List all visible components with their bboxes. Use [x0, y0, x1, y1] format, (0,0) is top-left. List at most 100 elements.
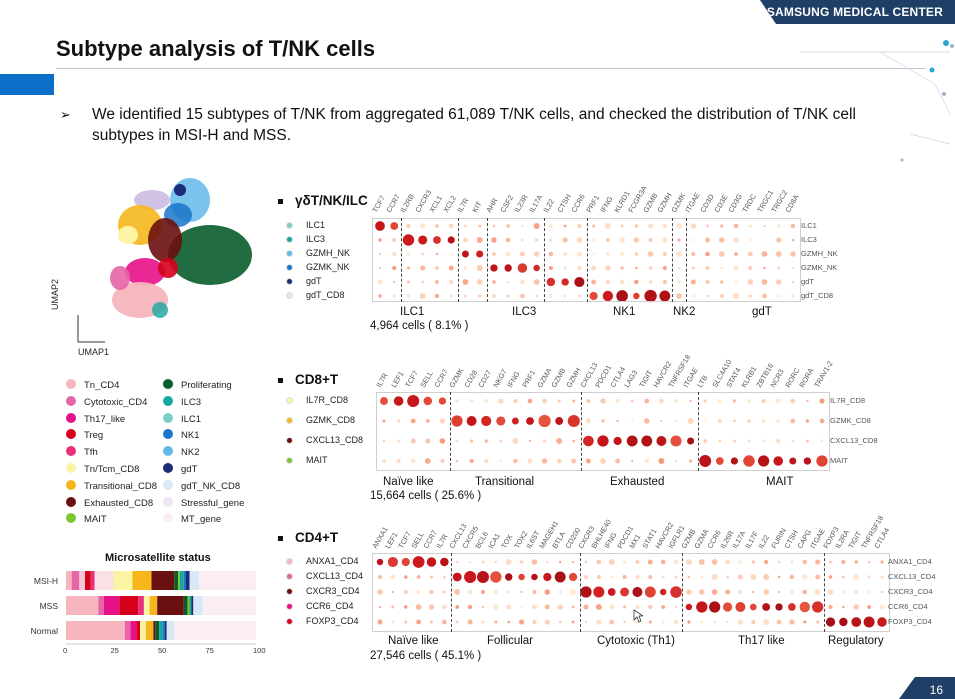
dotplot-dot [533, 223, 540, 229]
dotplot-dot [548, 265, 553, 271]
dotplot-dot [622, 575, 627, 579]
dotplot-dot [563, 224, 567, 228]
panel-title-text: CD8+T [295, 372, 339, 387]
legend-item: MT_gene [163, 513, 221, 525]
dotplot-dot [378, 266, 382, 270]
dotplot-dot [378, 605, 382, 609]
dotplot-dot [578, 294, 581, 298]
dotplot-dot [711, 589, 718, 595]
row-label: FOXP3_CD4 [306, 616, 359, 626]
legend-swatch [163, 479, 173, 490]
dotplot-dot [725, 559, 731, 565]
dotplot-dot [791, 280, 795, 284]
dotplot-dot [572, 399, 576, 403]
dotplot-dot [512, 438, 519, 444]
dotplot-dot [730, 457, 739, 465]
row-label-right: CXCL13_CD4 [888, 572, 936, 581]
dotplot-dot [468, 560, 472, 564]
dotplot-dot [476, 237, 483, 243]
dotplot-dot [763, 238, 766, 242]
dotplot-dot [527, 458, 533, 464]
dotplot-dot [382, 439, 386, 443]
dotplot-dot [597, 435, 609, 447]
dotplot-dot [511, 417, 519, 425]
dotplot-dot [464, 570, 477, 584]
group-label: ILC3 [512, 306, 537, 318]
row-color-dot [286, 573, 293, 580]
dotplot-dot [691, 294, 695, 298]
dotplot-dot [542, 398, 548, 404]
dotplot-dot [494, 560, 497, 564]
dotplot-dot [711, 559, 718, 565]
dotplot-dot [647, 251, 654, 257]
dotplot-dot [659, 290, 671, 302]
group-label: Follicular [487, 635, 534, 647]
dotplot-dot [623, 560, 626, 564]
dotplot-dot [580, 586, 592, 598]
cell-count: 15,664 cells ( 25.6% ) [370, 490, 482, 502]
org-name: SAMSUNG MEDICAL CENTER [766, 5, 943, 19]
row-label-right: CXCL13_CD8 [830, 436, 878, 445]
dotplot-dot [448, 279, 454, 285]
row-label-right: MAIT [830, 456, 848, 465]
dotplot-dot [464, 224, 467, 228]
dotplot-dot [698, 589, 705, 595]
dotplot-dot [775, 603, 783, 611]
legend-item: Tn_CD4 [66, 379, 119, 391]
group-label: MAIT [766, 476, 794, 488]
dotplot-dot [644, 418, 650, 424]
dotplot-dot [390, 574, 396, 580]
dotplot-dot [504, 573, 513, 581]
dotplot-dot [406, 266, 411, 270]
dotplot-dot [421, 252, 425, 256]
dotplot-dot [647, 559, 653, 565]
legend-swatch [163, 463, 173, 473]
dotplot-dot [791, 294, 795, 298]
msi-tick-label: 0 [63, 646, 68, 655]
dotplot-dot [635, 574, 640, 580]
dotplot-dot [700, 620, 704, 624]
row-label-right: ILC3 [801, 235, 817, 244]
dotplot-dot [406, 280, 411, 284]
row-color-dot [286, 292, 293, 299]
dotplot-dot [863, 616, 875, 628]
dotplot-dot [563, 252, 567, 256]
dotplot-dot [555, 417, 564, 425]
title-accent-bar [0, 74, 54, 95]
row-label: MAIT [306, 455, 328, 465]
dotplot-dot [521, 224, 524, 228]
dotplot-dot [591, 279, 597, 285]
dotplot-dot [615, 458, 621, 464]
footer-corner [899, 677, 955, 699]
row-label-right: IL7R_CD8 [830, 396, 866, 405]
dotplot-dot [802, 589, 808, 595]
dotplot-dot [748, 224, 752, 228]
dotplot-dot [747, 279, 754, 285]
legend-swatch [163, 446, 173, 457]
dotplot-dot [631, 419, 634, 423]
dotplot-dot [518, 573, 525, 581]
dotplot-dot [492, 224, 496, 228]
dotplot-dot [571, 560, 575, 564]
dotplot-dot [616, 419, 619, 423]
dotplot-dot [476, 279, 483, 285]
dotplot-dot [648, 238, 653, 242]
dotplot-dot [732, 439, 736, 443]
dotplot-dot [520, 605, 523, 609]
dotplot-dot [687, 620, 691, 624]
dotplot-dot [531, 559, 538, 565]
dotplot-dot [546, 277, 556, 287]
dotplot-dot [506, 294, 510, 298]
legend-label: ILC3 [181, 396, 202, 408]
row-color-dot [286, 457, 293, 464]
dotplot-dot [596, 559, 602, 565]
row-color-dot [286, 588, 293, 595]
dotplot-dot [380, 397, 388, 405]
dotplot-dot [463, 266, 468, 270]
msi-tick-label: 25 [110, 646, 119, 655]
msi-row-label: MSS [39, 601, 58, 611]
dotplot-dot [777, 590, 781, 594]
dotplot-dot [610, 575, 613, 579]
dotplot-dot [790, 418, 796, 424]
